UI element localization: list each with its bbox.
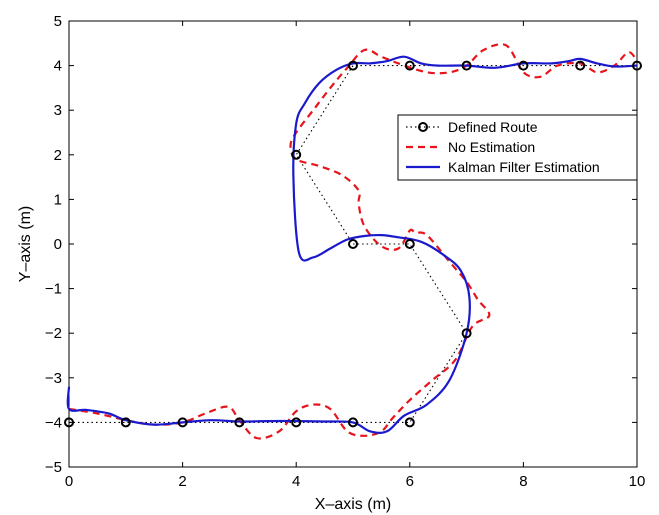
legend-marker-defined-route [418,122,428,132]
legend: Defined Route No Estimation Kalman Filte… [397,114,638,181]
route-point [404,239,415,249]
route-point [64,417,74,428]
route-point [404,417,415,428]
route-point [348,60,358,71]
x-tick-label: 4 [292,473,300,490]
legend-label-kalman: Kalman Filter Estimation [448,159,600,175]
x-axis-label: X–axis (m) [315,496,391,513]
y-tick-label: −2 [45,325,62,342]
route-point [461,60,472,71]
legend-box [397,114,638,181]
y-tick-label: −1 [45,281,62,298]
x-tick-label: 6 [406,473,414,490]
x-tick-label: 10 [629,473,646,490]
y-tick-label: −4 [45,414,62,431]
legend-label-no-estimation: No Estimation [448,139,535,155]
y-tick-label: 3 [54,102,62,119]
route-point [234,417,245,428]
route-point [120,417,131,428]
y-tick-label: −5 [45,459,62,476]
y-tick-label: 5 [54,13,62,30]
route-point [291,149,302,160]
route-point [348,417,358,428]
y-tick-label: 0 [54,236,62,253]
axis-ticks: 0 2 4 6 8 10 −5 −4 −3 −2 −1 0 1 2 3 4 5 [45,13,645,490]
y-tick-label: 4 [54,58,62,75]
y-tick-label: −3 [45,370,62,387]
route-point [291,417,302,428]
route-point [177,417,188,428]
route-point [632,60,642,71]
x-tick-label: 2 [178,473,186,490]
route-point [404,60,415,71]
y-tick-label: 1 [54,191,62,208]
y-axis-label: Y–axis (m) [17,206,34,282]
route-point [518,60,529,71]
x-tick-label: 8 [519,473,527,490]
series-layer [64,43,642,440]
route-point [575,60,586,71]
legend-label-defined-route: Defined Route [448,119,538,135]
plot-area [68,20,638,468]
route-point [461,328,472,339]
x-tick-label: 0 [65,473,73,490]
series-no-estimation-line [68,43,638,440]
route-point [348,239,358,249]
y-tick-label: 2 [54,147,62,164]
